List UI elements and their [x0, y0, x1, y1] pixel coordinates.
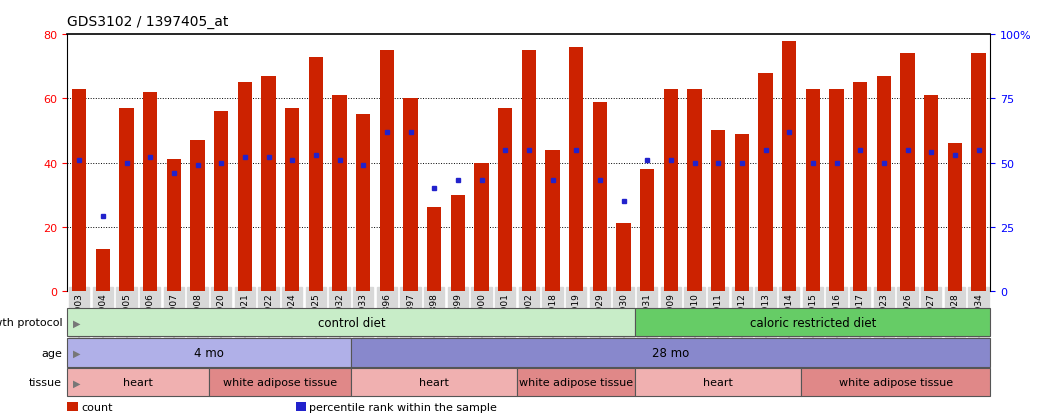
Text: growth protocol: growth protocol [0, 318, 62, 328]
Bar [876, 77, 891, 291]
Bar [309, 57, 323, 291]
Bar [924, 96, 938, 291]
Bar [593, 102, 607, 291]
Bar [95, 249, 110, 291]
Bar [356, 115, 370, 291]
Bar [119, 109, 134, 291]
Bar [616, 224, 630, 291]
Bar [214, 112, 228, 291]
Bar [498, 109, 512, 291]
Text: percentile rank within the sample: percentile rank within the sample [309, 402, 497, 412]
Bar [73, 90, 86, 291]
Text: 4 mo: 4 mo [195, 346, 224, 359]
Bar [237, 83, 252, 291]
Bar [167, 160, 181, 291]
Text: caloric restricted diet: caloric restricted diet [750, 316, 876, 329]
Text: control diet: control diet [317, 316, 385, 329]
Text: ▶: ▶ [73, 318, 80, 328]
Bar [972, 54, 985, 291]
Bar [191, 141, 204, 291]
Bar [143, 93, 158, 291]
Bar [380, 51, 394, 291]
Text: count: count [81, 402, 112, 412]
Text: white adipose tissue: white adipose tissue [223, 377, 337, 387]
Text: ▶: ▶ [73, 348, 80, 358]
Bar [735, 134, 749, 291]
Bar [664, 90, 678, 291]
Text: heart: heart [123, 377, 153, 387]
Bar [522, 51, 536, 291]
Text: white adipose tissue: white adipose tissue [520, 377, 634, 387]
Text: tissue: tissue [29, 377, 62, 387]
Text: heart: heart [419, 377, 449, 387]
Text: white adipose tissue: white adipose tissue [839, 377, 953, 387]
Bar [285, 109, 300, 291]
Bar [333, 96, 346, 291]
Bar [640, 170, 654, 291]
Text: ▶: ▶ [73, 377, 80, 387]
Bar [688, 90, 702, 291]
Text: heart: heart [703, 377, 733, 387]
Bar [782, 42, 796, 291]
Bar [948, 144, 962, 291]
Bar [427, 208, 442, 291]
Bar [711, 131, 725, 291]
Bar [830, 90, 844, 291]
Bar [475, 163, 488, 291]
Text: GDS3102 / 1397405_at: GDS3102 / 1397405_at [67, 15, 229, 29]
Bar [261, 77, 276, 291]
Bar [758, 74, 773, 291]
Bar [806, 90, 820, 291]
Text: age: age [41, 348, 62, 358]
Bar [853, 83, 867, 291]
Bar [545, 150, 560, 291]
Bar [403, 99, 418, 291]
Bar [569, 48, 583, 291]
Bar [900, 54, 915, 291]
Text: 28 mo: 28 mo [652, 346, 690, 359]
Bar [451, 195, 465, 291]
